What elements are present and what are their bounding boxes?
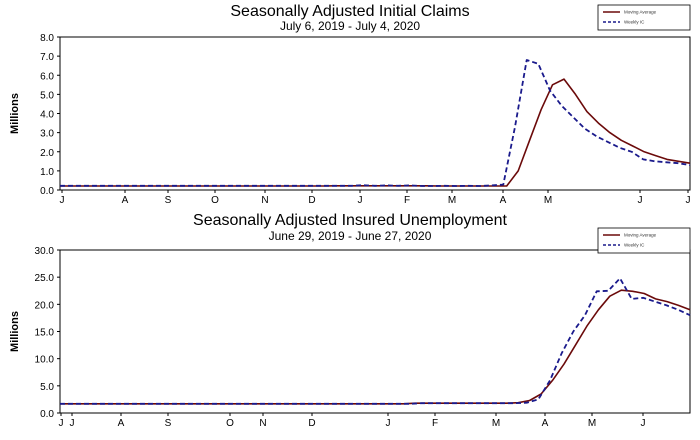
x-tick-label: J <box>641 418 646 429</box>
legend-box <box>597 4 691 31</box>
y-axis-label: Millions <box>9 311 21 352</box>
legend-label: Weekly IC <box>624 20 645 25</box>
x-tick-label: F <box>432 418 438 429</box>
y-tick-label: 3.0 <box>40 129 54 140</box>
y-tick-label: 20.0 <box>35 300 55 311</box>
weekly-ic-line <box>60 277 691 405</box>
y-tick-label: 0.0 <box>40 186 54 197</box>
y-tick-label: 10.0 <box>35 355 55 366</box>
y-tick-label: 8.0 <box>40 33 54 44</box>
y-tick-label: 6.0 <box>40 71 54 82</box>
chart-title: Seasonally Adjusted Initial Claims <box>230 3 470 20</box>
chart-subtitle: June 29, 2019 - June 27, 2020 <box>268 229 432 243</box>
legend-label: Weekly IC <box>624 243 645 248</box>
initial-claims-chart: 0.0 1.0 2.0 3.0 4.0 5.0 6.0 7.0 8.0 Millions J A S O N… <box>9 4 691 206</box>
moving-average-line <box>60 78 691 187</box>
initial-claims-panel: Seasonally Adjusted Initial Claims July … <box>0 0 700 215</box>
y-tick-label: 7.0 <box>40 52 54 63</box>
x-tick-label: D <box>308 195 315 206</box>
y-tick-label: 1.0 <box>40 167 54 178</box>
y-tick-label: 5.0 <box>40 90 54 101</box>
x-tick-label: N <box>259 418 266 429</box>
legend-label: Moving Average <box>624 10 657 15</box>
x-tick-label: M <box>492 418 500 429</box>
chart-subtitle: July 6, 2019 - July 4, 2020 <box>279 19 421 33</box>
y-tick-label: 4.0 <box>40 110 54 121</box>
x-tick-label: A <box>542 418 549 429</box>
x-tick-label: J <box>686 195 691 206</box>
y-tick-label: 2.0 <box>40 148 54 159</box>
moving-average-line <box>60 289 691 405</box>
y-tick-label: 5.0 <box>40 382 54 393</box>
y-axis-label: Millions <box>9 93 21 134</box>
chart-title: Seasonally Adjusted Insured Unemployment <box>193 212 507 229</box>
x-tick-label: S <box>165 418 172 429</box>
y-tick-label: 15.0 <box>35 328 55 339</box>
plot-frame <box>59 249 691 414</box>
x-tick-label: J <box>386 418 391 429</box>
insured-unemployment-panel: Seasonally Adjusted Insured Unemployment… <box>0 212 700 440</box>
x-tick-label: A <box>122 195 129 206</box>
legend-box <box>597 227 691 254</box>
y-tick-label: 25.0 <box>35 273 55 284</box>
x-tick-label: O <box>226 418 234 429</box>
x-tick-label: D <box>308 418 315 429</box>
x-tick-label: N <box>261 195 268 206</box>
x-tick-label: J <box>70 418 75 429</box>
legend: Moving Average Weekly IC <box>597 4 691 31</box>
x-tick-label: J <box>60 195 65 206</box>
x-tick-label: S <box>165 195 172 206</box>
x-tick-label: M <box>448 195 456 206</box>
legend: Moving Average Weekly IC <box>597 227 691 254</box>
x-tick-label: M <box>588 418 596 429</box>
plot-frame <box>59 36 691 191</box>
y-tick-label: 30.0 <box>35 246 55 257</box>
x-tick-label: J <box>638 195 643 206</box>
x-tick-label: J <box>59 418 64 429</box>
x-tick-label: A <box>118 418 125 429</box>
x-tick-label: F <box>404 195 410 206</box>
x-tick-label: O <box>211 195 219 206</box>
x-tick-label: M <box>544 195 552 206</box>
weekly-ic-line <box>60 59 691 187</box>
x-tick-label: J <box>358 195 363 206</box>
y-tick-label: 0.0 <box>40 409 54 420</box>
legend-label: Moving Average <box>624 233 657 238</box>
x-tick-label: A <box>500 195 507 206</box>
